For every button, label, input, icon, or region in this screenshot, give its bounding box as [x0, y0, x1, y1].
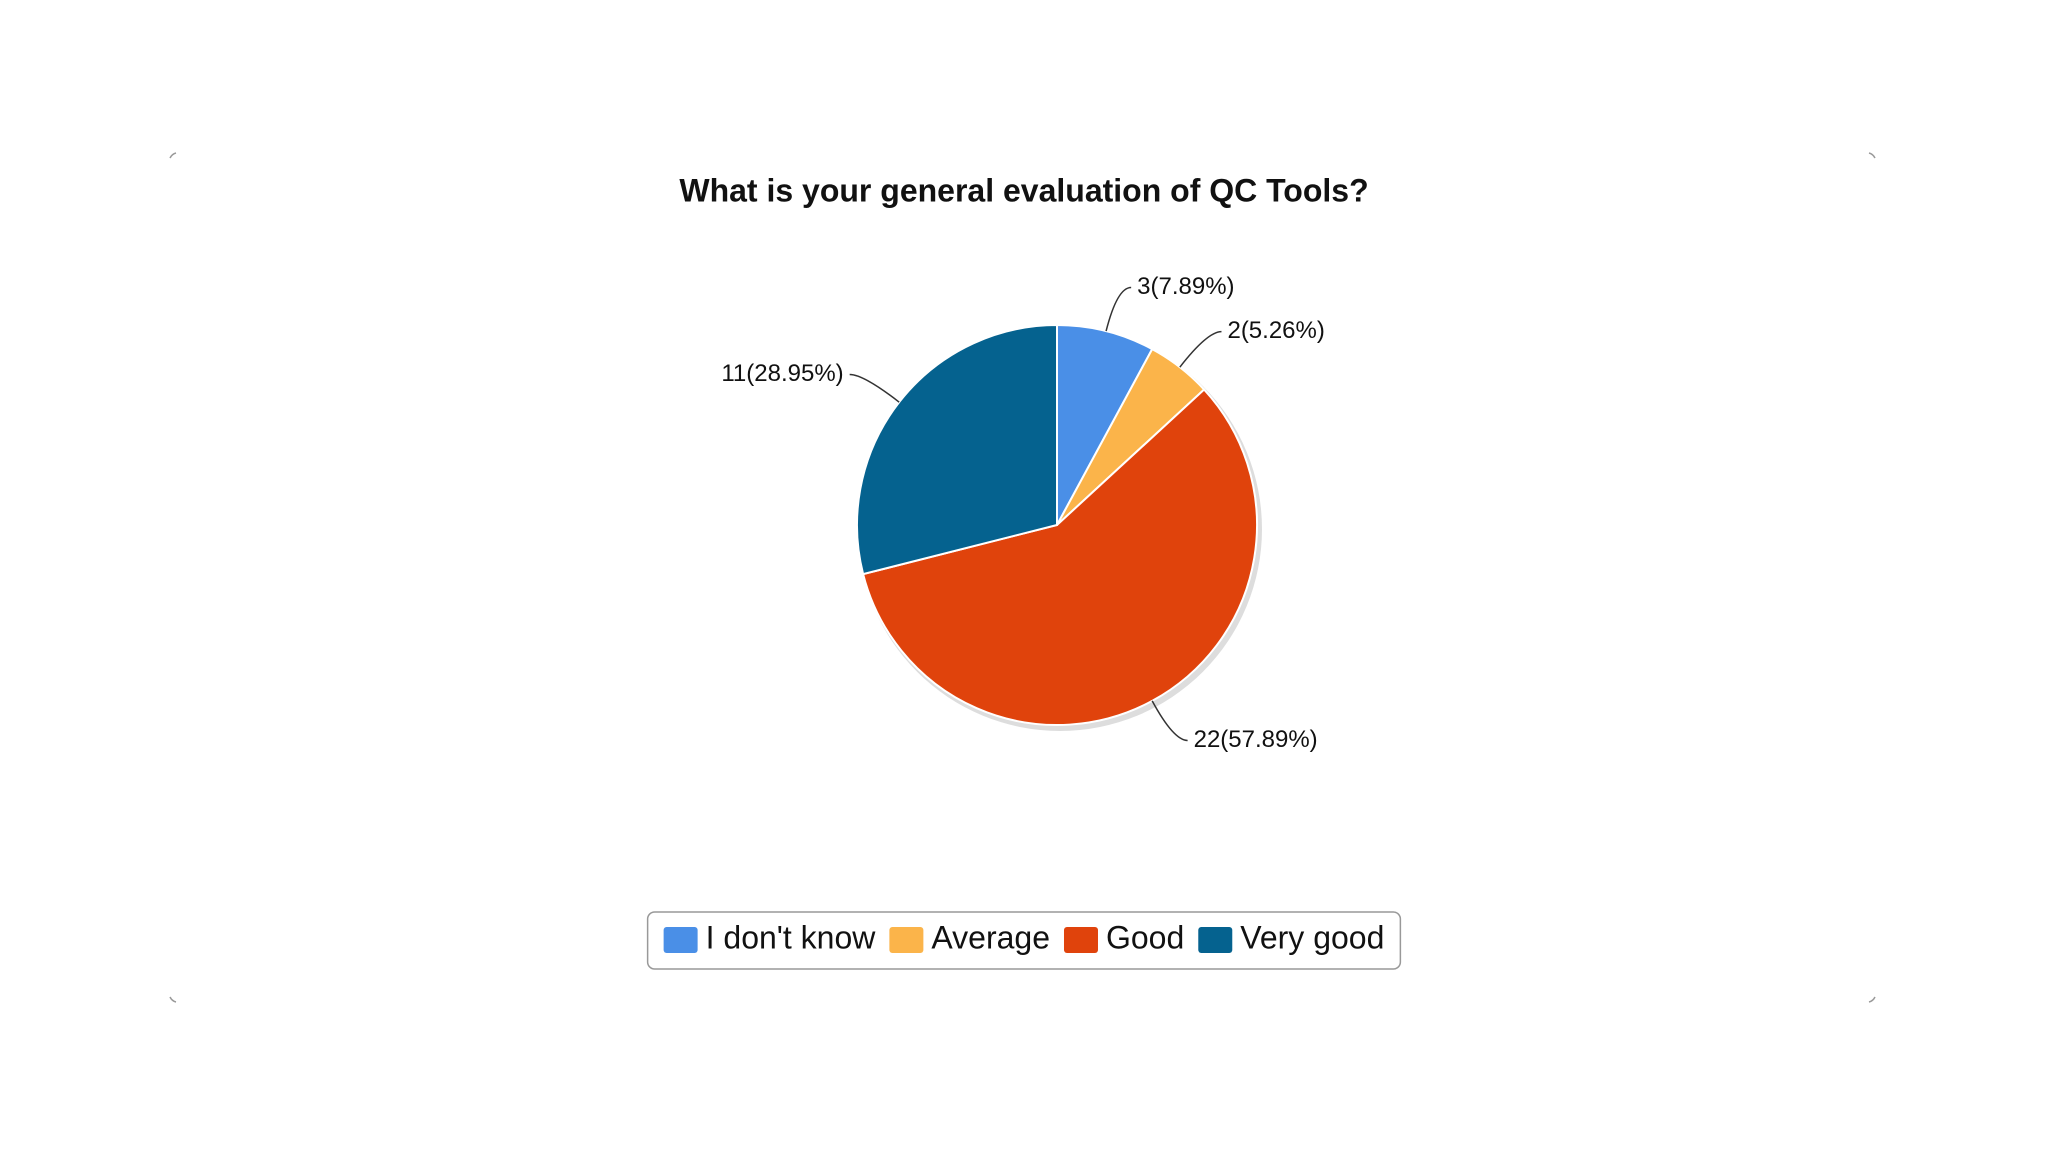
- leader-line: [1179, 330, 1222, 368]
- legend-swatch: [1198, 927, 1233, 953]
- legend-label: Very good: [1240, 919, 1384, 955]
- legend-box: [646, 911, 1402, 970]
- legend-swatch: [663, 927, 698, 953]
- leader-line: [849, 373, 900, 403]
- data-label: 2(5.26%): [1227, 317, 1324, 344]
- legend-label: Good: [1106, 919, 1184, 955]
- pie-slice: [1056, 323, 1154, 526]
- chart-title: What is your general evaluation of QC To…: [679, 172, 1368, 208]
- leader-line: [1105, 286, 1132, 332]
- data-label: 11(28.95%): [721, 360, 843, 387]
- legend-swatch: [889, 927, 924, 953]
- legend-label: I don't know: [706, 919, 877, 955]
- legend-swatch: [1063, 927, 1098, 953]
- frame-corner: [169, 152, 1876, 1003]
- legend-label: Average: [931, 919, 1050, 955]
- pie-slice: [856, 323, 1058, 576]
- leader-line: [1151, 700, 1188, 742]
- data-label: 22(57.89%): [1194, 726, 1318, 753]
- data-label: 3(7.89%): [1137, 273, 1234, 300]
